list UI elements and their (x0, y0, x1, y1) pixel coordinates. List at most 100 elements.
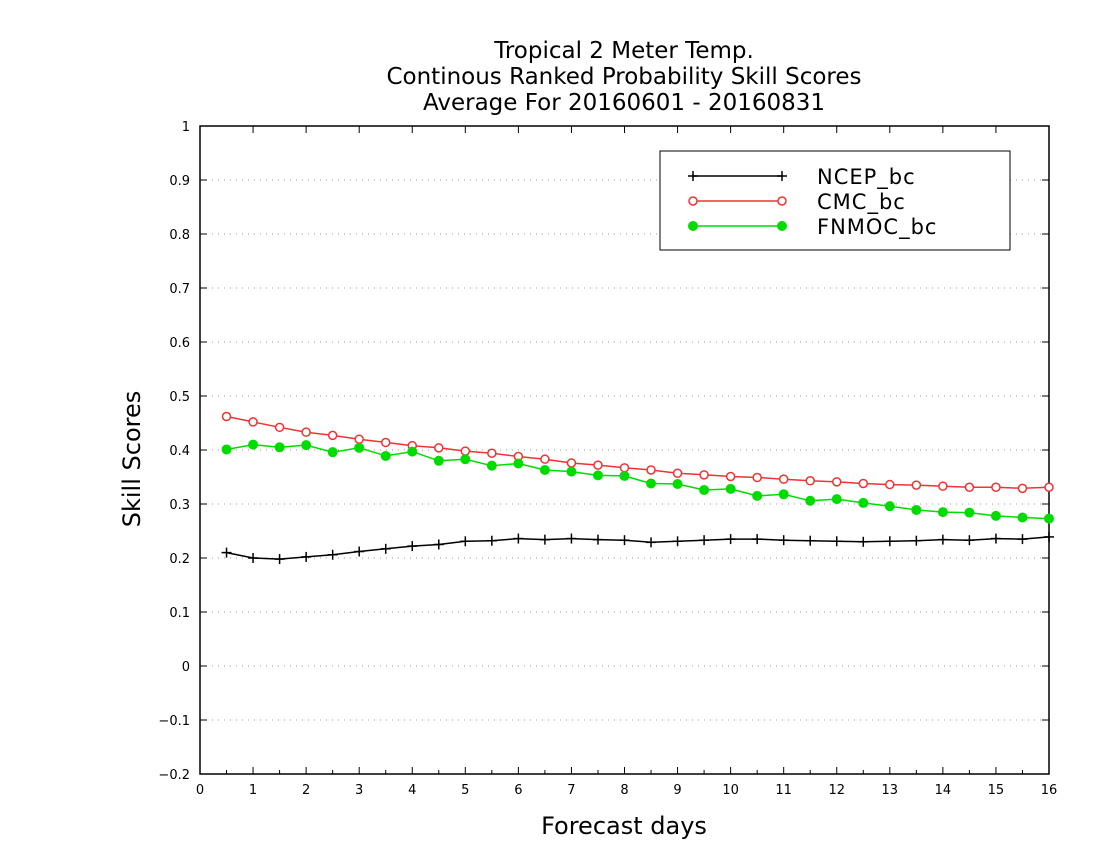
data-point (937, 534, 948, 545)
data-point (964, 507, 975, 518)
title-line-2: Continous Ranked Probability Skill Score… (386, 64, 861, 90)
data-point (274, 442, 285, 453)
legend-item: CMC_bc (688, 190, 906, 215)
data-point (301, 440, 312, 451)
data-point (699, 535, 710, 546)
data-point (911, 535, 922, 546)
data-point (566, 458, 577, 468)
data-point (380, 437, 391, 448)
x-tick-label: 12 (828, 783, 845, 798)
data-point (327, 430, 338, 441)
data-point (990, 510, 1001, 521)
x-tick-label: 13 (882, 783, 899, 798)
data-point (433, 455, 444, 466)
y-tick-label: 0.9 (169, 174, 190, 189)
data-point (354, 442, 365, 453)
data-point (688, 196, 698, 206)
data-point (539, 464, 550, 475)
series-fnmoc-bc (221, 439, 1054, 524)
data-point (592, 534, 603, 545)
data-point (688, 171, 698, 181)
series-line (226, 536, 1050, 560)
x-tick-label: 16 (1041, 783, 1058, 798)
data-point (460, 454, 471, 465)
data-point (699, 470, 709, 480)
data-point (487, 448, 497, 458)
data-point (354, 546, 365, 557)
data-point (725, 483, 736, 494)
data-point (327, 549, 338, 560)
legend-item: FNMOC_bc (688, 215, 936, 240)
y-tick-label: 0.6 (169, 336, 190, 351)
data-point (407, 541, 418, 552)
data-point (221, 547, 232, 558)
y-tick-label: 0.4 (169, 444, 190, 459)
data-point (990, 533, 1001, 544)
data-point (407, 446, 418, 457)
data-point (1044, 513, 1054, 524)
data-point (380, 450, 391, 461)
y-tick-label: 0.1 (169, 606, 190, 621)
data-point (646, 478, 657, 489)
data-point (1017, 483, 1028, 494)
plot-frame (199, 125, 1050, 775)
data-point (752, 472, 762, 483)
data-point (831, 494, 842, 505)
data-point (1017, 534, 1028, 545)
data-point (248, 417, 258, 427)
legend-label: CMC_bc (817, 190, 906, 215)
data-point (513, 533, 524, 544)
x-tick-label: 0 (196, 783, 204, 798)
data-point (805, 535, 816, 546)
data-point (380, 543, 391, 554)
data-point (832, 477, 842, 487)
data-point (831, 536, 842, 547)
title-line-1: Tropical 2 Meter Temp. (493, 38, 754, 64)
y-tick-label: −0.1 (158, 714, 190, 729)
x-tick-label: 8 (620, 783, 628, 798)
series-ncep-bc (221, 531, 1054, 565)
y-tick-label: 0 (182, 660, 190, 675)
data-point (619, 470, 630, 481)
data-point (885, 479, 895, 490)
x-tick-label: 1 (249, 783, 257, 798)
x-tick-label: 9 (673, 783, 681, 798)
series-cmc-bc (221, 411, 1054, 494)
data-point (327, 447, 338, 458)
data-point (433, 539, 444, 550)
data-point (274, 422, 285, 433)
data-point (699, 484, 710, 495)
y-tick-label: 0.7 (169, 282, 190, 297)
data-point (460, 446, 471, 456)
data-point (540, 454, 550, 464)
data-point (858, 497, 869, 508)
data-point (592, 470, 603, 481)
y-tick-label: 0.5 (169, 390, 190, 405)
data-point (646, 537, 657, 548)
data-point (911, 480, 922, 490)
data-point (777, 221, 787, 231)
data-point (752, 490, 763, 501)
data-point (752, 534, 763, 545)
chart-title: Tropical 2 Meter Temp. Continous Ranked … (386, 38, 861, 116)
data-point (619, 535, 630, 546)
data-point (858, 478, 869, 489)
data-point (566, 533, 577, 544)
data-point (566, 466, 577, 477)
data-point (938, 481, 948, 491)
x-tick-label: 15 (988, 783, 1005, 798)
data-point (274, 554, 285, 565)
data-point (486, 535, 497, 546)
series-line (226, 415, 1050, 490)
data-point (672, 479, 683, 490)
x-tick-label: 7 (567, 783, 575, 798)
x-tick-label: 2 (302, 783, 310, 798)
data-point (777, 171, 787, 181)
y-tick-label: 1 (182, 120, 190, 135)
y-tick-label: 0.3 (169, 498, 190, 513)
data-point (301, 551, 312, 562)
data-point (805, 476, 815, 486)
x-tick-label: 4 (408, 783, 416, 798)
